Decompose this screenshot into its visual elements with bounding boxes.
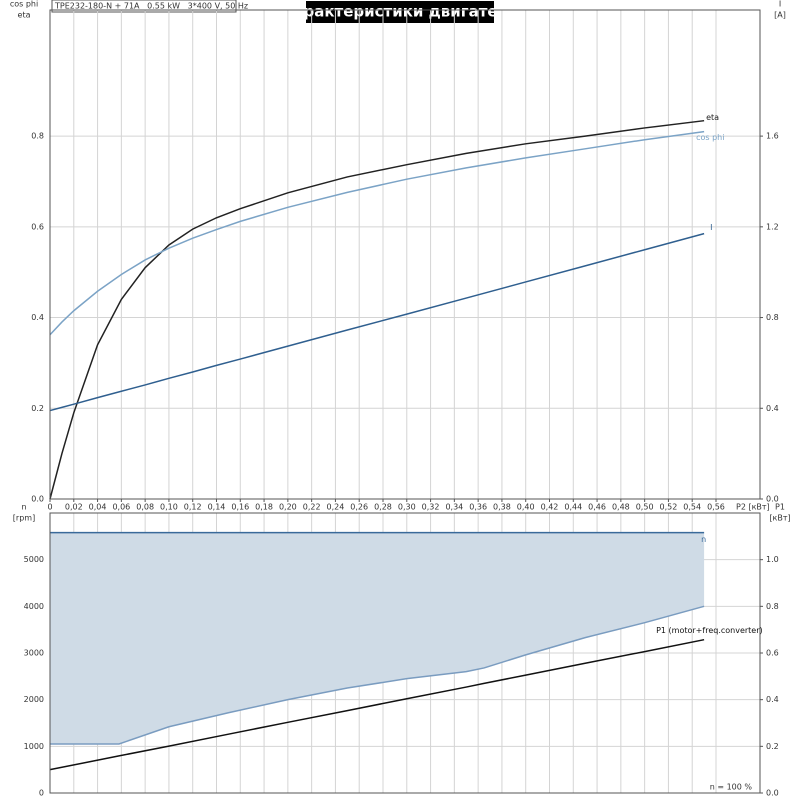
chart-title: Характеристики двигателя [282, 3, 518, 21]
series-line [49, 119, 705, 500]
y-tick-label: 0 [39, 789, 44, 798]
series-line [50, 605, 705, 745]
series-label: eta [706, 113, 719, 122]
x-tick-label: 0,06 [112, 503, 130, 512]
y2-tick-label: 0.2 [766, 742, 779, 751]
y2-tick-label: 0.0 [766, 789, 779, 798]
series-label: I [710, 223, 712, 232]
info-box [51, 0, 237, 13]
x-tick-label: 0,14 [208, 503, 226, 512]
series-line [49, 232, 705, 412]
plot-frame [49, 9, 761, 500]
x-tick-label: 0,56 [707, 503, 725, 512]
x-tick-label: 0,34 [445, 503, 463, 512]
plot-frame [49, 512, 761, 794]
x-tick-label: 0,24 [327, 503, 345, 512]
y2-axis-label: [кВт] [769, 514, 790, 523]
x-tick-label: 0,46 [588, 503, 606, 512]
y2-axis-label: I [779, 0, 781, 9]
x-tick-label: 0,32 [422, 503, 440, 512]
x-tick-label: 0,44 [564, 503, 582, 512]
x-tick-label: 0,40 [517, 503, 535, 512]
y2-axis-label: P1 [775, 503, 785, 512]
x-tick-label: 0,08 [136, 503, 154, 512]
y-axis-label: eta [18, 11, 31, 20]
y-tick-label: 0.0 [31, 495, 44, 504]
y-tick-label: 4000 [24, 602, 44, 611]
annotation: n = 100 % [710, 783, 753, 792]
x-axis-label: P2 [кВт] [736, 503, 770, 512]
x-tick-label: 0,16 [231, 503, 249, 512]
y-tick-label: 2000 [24, 695, 44, 704]
x-tick-label: 0,48 [612, 503, 630, 512]
y-tick-label: 0.2 [31, 404, 44, 413]
y-tick-label: 5000 [24, 555, 44, 564]
plot-area [50, 10, 760, 499]
y2-tick-label: 0.4 [766, 404, 779, 413]
x-tick-label: 0,20 [279, 503, 297, 512]
x-tick-label: 0,10 [160, 503, 178, 512]
subtitle: TPE232-180-N + 71A 0.55 kW 3*400 V, 50 H… [54, 2, 248, 11]
x-tick-label: 0 [47, 503, 52, 512]
series-line [49, 638, 705, 771]
x-tick-label: 0,30 [398, 503, 416, 512]
series-line [49, 130, 705, 336]
x-tick-label: 0,42 [541, 503, 559, 512]
x-tick-label: 0,36 [469, 503, 487, 512]
x-tick-label: 0,50 [636, 503, 654, 512]
x-tick-label: 0,54 [683, 503, 701, 512]
series-label: P1 (motor+freq.converter) [656, 626, 763, 635]
x-tick-label: 0,26 [350, 503, 368, 512]
y2-tick-label: 0.6 [766, 649, 779, 658]
x-tick-label: 0,38 [493, 503, 511, 512]
y-tick-label: 0.8 [31, 132, 44, 141]
title-box [306, 1, 494, 23]
y-tick-label: 0.6 [31, 222, 44, 231]
x-tick-label: 0,22 [303, 503, 321, 512]
y2-tick-label: 0.0 [766, 495, 779, 504]
y2-tick-label: 1.0 [766, 555, 779, 564]
y-axis-label: [rpm] [13, 514, 35, 523]
range-band [50, 532, 705, 744]
x-tick-label: 0,12 [184, 503, 202, 512]
y-axis-label: n [21, 503, 26, 512]
x-tick-label: 0,04 [89, 503, 107, 512]
y2-tick-label: 1.6 [766, 132, 779, 141]
y2-tick-label: 1.2 [766, 222, 779, 231]
series-label: cos phi [696, 133, 724, 142]
x-tick-label: 0,28 [374, 503, 392, 512]
x-tick-label: 0,18 [255, 503, 273, 512]
y-tick-label: 3000 [24, 649, 44, 658]
y-tick-label: 0.4 [31, 313, 44, 322]
y-axis-label: cos phi [10, 0, 38, 9]
series-label: n [701, 535, 706, 544]
x-tick-label: 0,52 [660, 503, 678, 512]
y2-tick-label: 0.4 [766, 695, 779, 704]
y2-tick-label: 0.8 [766, 313, 779, 322]
y2-axis-label: [A] [774, 11, 786, 20]
y-tick-label: 1000 [24, 742, 44, 751]
x-tick-label: 0,02 [65, 503, 83, 512]
y2-tick-label: 0.8 [766, 602, 779, 611]
